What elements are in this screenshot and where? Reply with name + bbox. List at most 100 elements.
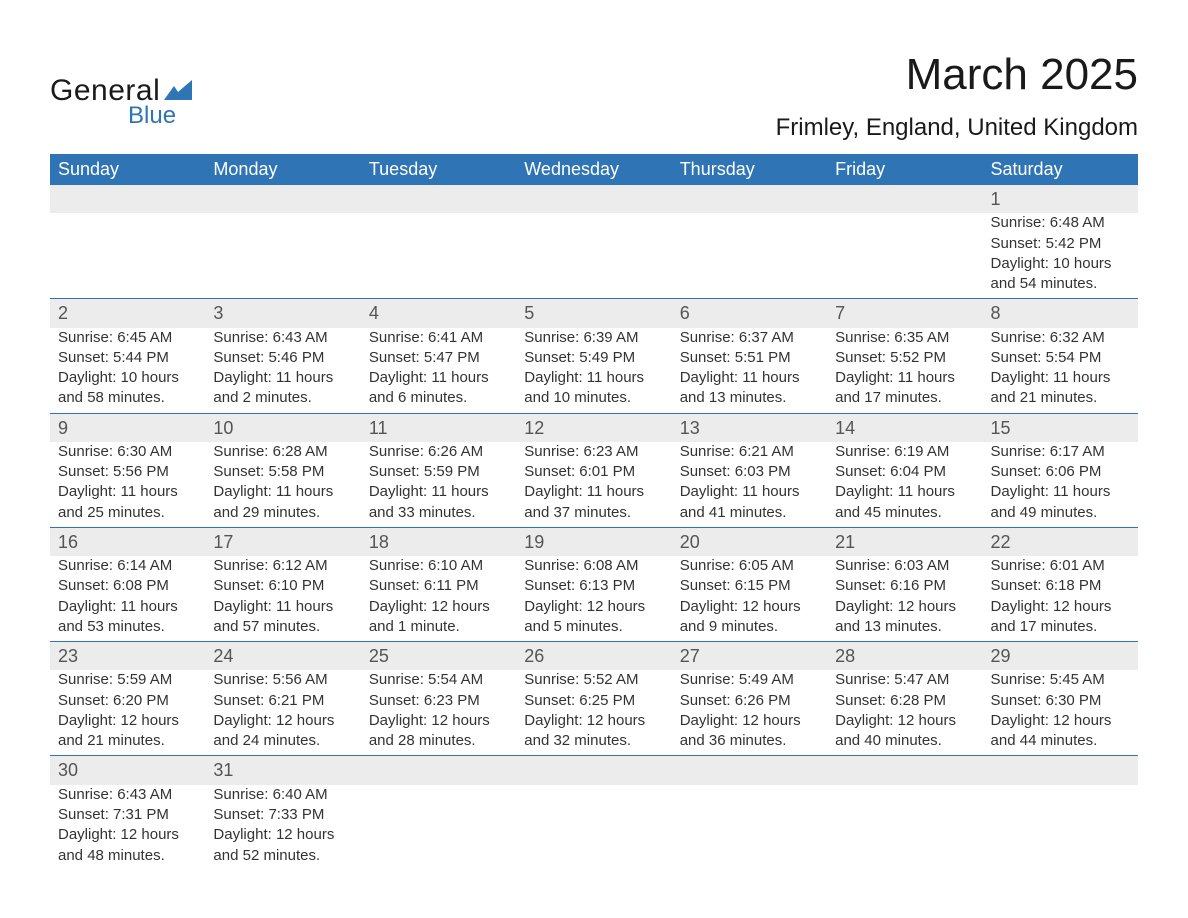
day-data-cell [516,213,671,299]
sunset-line: Sunset: 7:31 PM [58,805,197,825]
day-number-cell: 7 [827,299,982,328]
sunset-line: Sunset: 5:56 PM [58,462,197,482]
sunrise-line: Sunrise: 6:05 AM [680,556,819,576]
daylight-line: Daylight: 12 hours and 5 minutes. [524,597,663,638]
daylight-line: Daylight: 11 hours and 37 minutes. [524,482,663,523]
day-data-cell: Sunrise: 6:43 AMSunset: 5:46 PMDaylight:… [205,328,360,414]
day-data-cell: Sunrise: 6:19 AMSunset: 6:04 PMDaylight:… [827,442,982,528]
day-number-cell: 16 [50,527,205,556]
day-data-cell: Sunrise: 5:45 AMSunset: 6:30 PMDaylight:… [983,670,1138,756]
daylight-line: Daylight: 11 hours and 10 minutes. [524,368,663,409]
sunset-line: Sunset: 6:06 PM [991,462,1130,482]
day-data-cell: Sunrise: 6:26 AMSunset: 5:59 PMDaylight:… [361,442,516,528]
day-header: Sunday [50,154,205,185]
day-number-cell: 6 [672,299,827,328]
sunrise-line: Sunrise: 6:43 AM [213,328,352,348]
sunset-line: Sunset: 6:18 PM [991,576,1130,596]
day-data-cell: Sunrise: 6:14 AMSunset: 6:08 PMDaylight:… [50,556,205,642]
day-data-cell: Sunrise: 6:08 AMSunset: 6:13 PMDaylight:… [516,556,671,642]
daylight-line: Daylight: 11 hours and 49 minutes. [991,482,1130,523]
day-header: Wednesday [516,154,671,185]
day-data-cell [827,213,982,299]
day-data-cell: Sunrise: 6:35 AMSunset: 5:52 PMDaylight:… [827,328,982,414]
sunrise-line: Sunrise: 6:19 AM [835,442,974,462]
sunrise-line: Sunrise: 6:32 AM [991,328,1130,348]
daylight-line: Daylight: 11 hours and 29 minutes. [213,482,352,523]
logo: General Blue [50,50,198,130]
day-number-cell [361,756,516,785]
day-number-cell: 29 [983,642,1138,671]
sunset-line: Sunset: 6:21 PM [213,691,352,711]
daylight-line: Daylight: 11 hours and 41 minutes. [680,482,819,523]
sunset-line: Sunset: 6:28 PM [835,691,974,711]
week-daynum-row: 3031 [50,756,1138,785]
sunrise-line: Sunrise: 5:45 AM [991,670,1130,690]
day-number-cell: 10 [205,413,360,442]
sunrise-line: Sunrise: 5:56 AM [213,670,352,690]
day-data-cell: Sunrise: 6:10 AMSunset: 6:11 PMDaylight:… [361,556,516,642]
daylight-line: Daylight: 12 hours and 32 minutes. [524,711,663,752]
day-number-cell [50,185,205,213]
sunrise-line: Sunrise: 6:48 AM [991,213,1130,233]
day-data-cell [672,213,827,299]
day-number-cell [672,185,827,213]
day-number-cell [827,185,982,213]
sunset-line: Sunset: 5:52 PM [835,348,974,368]
sunset-line: Sunset: 5:49 PM [524,348,663,368]
day-data-cell: Sunrise: 6:40 AMSunset: 7:33 PMDaylight:… [205,785,360,870]
sunset-line: Sunset: 6:23 PM [369,691,508,711]
daylight-line: Daylight: 11 hours and 13 minutes. [680,368,819,409]
day-number-cell: 13 [672,413,827,442]
sunrise-line: Sunrise: 6:10 AM [369,556,508,576]
sunset-line: Sunset: 5:46 PM [213,348,352,368]
title-block: March 2025 Frimley, England, United King… [776,50,1138,142]
day-data-cell: Sunrise: 6:17 AMSunset: 6:06 PMDaylight:… [983,442,1138,528]
week-daynum-row: 9101112131415 [50,413,1138,442]
sunset-line: Sunset: 6:20 PM [58,691,197,711]
sunrise-line: Sunrise: 6:03 AM [835,556,974,576]
sunset-line: Sunset: 6:01 PM [524,462,663,482]
day-number-cell [205,185,360,213]
day-number-cell [827,756,982,785]
day-number-cell: 30 [50,756,205,785]
sunset-line: Sunset: 5:42 PM [991,234,1130,254]
day-number-cell: 28 [827,642,982,671]
sunrise-line: Sunrise: 6:39 AM [524,328,663,348]
day-number-cell: 8 [983,299,1138,328]
daylight-line: Daylight: 10 hours and 54 minutes. [991,254,1130,295]
sunset-line: Sunset: 6:03 PM [680,462,819,482]
sunrise-line: Sunrise: 6:37 AM [680,328,819,348]
daylight-line: Daylight: 12 hours and 9 minutes. [680,597,819,638]
day-header: Friday [827,154,982,185]
daylight-line: Daylight: 11 hours and 57 minutes. [213,597,352,638]
day-number-cell: 5 [516,299,671,328]
week-data-row: Sunrise: 6:43 AMSunset: 7:31 PMDaylight:… [50,785,1138,870]
sunrise-line: Sunrise: 5:52 AM [524,670,663,690]
week-data-row: Sunrise: 6:30 AMSunset: 5:56 PMDaylight:… [50,442,1138,528]
day-data-cell: Sunrise: 5:54 AMSunset: 6:23 PMDaylight:… [361,670,516,756]
sunset-line: Sunset: 6:30 PM [991,691,1130,711]
month-title: March 2025 [776,50,1138,100]
sunrise-line: Sunrise: 6:28 AM [213,442,352,462]
day-number-cell: 11 [361,413,516,442]
daylight-line: Daylight: 11 hours and 53 minutes. [58,597,197,638]
sunset-line: Sunset: 6:04 PM [835,462,974,482]
daylight-line: Daylight: 11 hours and 2 minutes. [213,368,352,409]
day-data-cell [205,213,360,299]
day-number-cell: 18 [361,527,516,556]
day-number-cell: 26 [516,642,671,671]
sunset-line: Sunset: 6:13 PM [524,576,663,596]
sunset-line: Sunset: 6:16 PM [835,576,974,596]
week-daynum-row: 1 [50,185,1138,213]
day-data-cell [827,785,982,870]
day-number-cell [361,185,516,213]
sunset-line: Sunset: 5:59 PM [369,462,508,482]
daylight-line: Daylight: 11 hours and 45 minutes. [835,482,974,523]
week-daynum-row: 16171819202122 [50,527,1138,556]
week-data-row: Sunrise: 6:45 AMSunset: 5:44 PMDaylight:… [50,328,1138,414]
daylight-line: Daylight: 12 hours and 52 minutes. [213,825,352,866]
sunrise-line: Sunrise: 6:12 AM [213,556,352,576]
day-data-cell: Sunrise: 5:59 AMSunset: 6:20 PMDaylight:… [50,670,205,756]
daylight-line: Daylight: 11 hours and 17 minutes. [835,368,974,409]
day-header: Saturday [983,154,1138,185]
